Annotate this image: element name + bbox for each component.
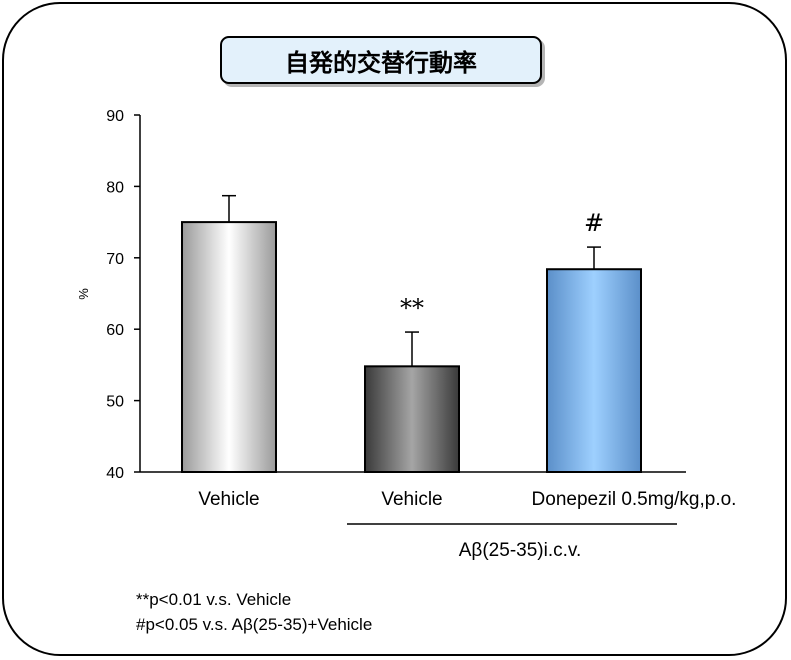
x-category-label-1: Vehicle bbox=[381, 489, 442, 510]
y-tick-label-1: 50 bbox=[106, 394, 124, 411]
y-tick-label-0: 40 bbox=[106, 465, 124, 482]
chart-title: 自発的交替行動率 bbox=[220, 36, 542, 84]
footnote-1: **p<0.01 v.s. Vehicle bbox=[136, 590, 292, 609]
x-category-label-0: Vehicle bbox=[198, 489, 259, 510]
y-tick-label-4: 80 bbox=[106, 179, 124, 196]
y-tick-label-2: 60 bbox=[106, 322, 124, 339]
bar-0 bbox=[181, 221, 277, 473]
labels: 40 50 60 70 80 90% Vehicle Vehicle ** Donepezil 0… bbox=[76, 108, 736, 510]
bar-1 bbox=[364, 365, 460, 473]
group-label: Aβ(25-35)i.c.v. bbox=[458, 540, 582, 561]
y-tick-label-3: 70 bbox=[106, 251, 124, 268]
y-axis-label: % bbox=[76, 288, 91, 300]
significance-label-1: ** bbox=[400, 294, 424, 322]
y-tick-label-5: 90 bbox=[106, 108, 124, 125]
significance-label-2: # bbox=[584, 209, 604, 237]
x-category-label-2: Donepezil 0.5mg/kg,p.o. bbox=[532, 489, 737, 510]
bar-2 bbox=[546, 268, 642, 473]
bars bbox=[181, 194, 642, 473]
footnote-2: #p<0.05 v.s. Aβ(25-35)+Vehicle bbox=[136, 615, 373, 634]
footnotes: **p<0.01 v.s. Vehicle #p<0.05 v.s. Aβ(25… bbox=[136, 587, 372, 637]
